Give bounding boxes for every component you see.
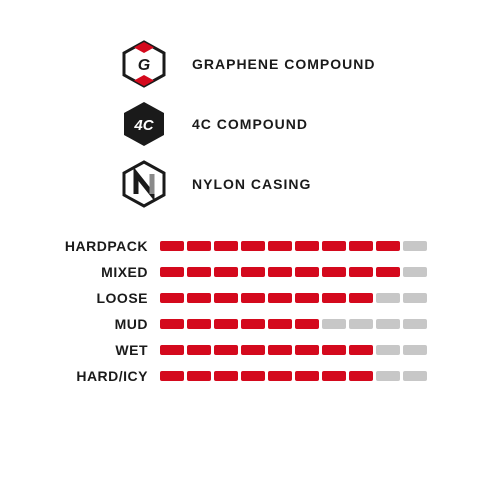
rating-label: MIXED bbox=[40, 264, 160, 280]
rating-row: MUD bbox=[40, 316, 460, 332]
rating-row: HARDPACK bbox=[40, 238, 460, 254]
svg-text:G: G bbox=[138, 57, 150, 74]
rating-segments bbox=[160, 267, 427, 277]
segment-empty bbox=[376, 345, 400, 355]
segment-empty bbox=[403, 345, 427, 355]
feature-list: G GRAPHENE COMPOUND 4C 4C COMPOUND NYLON… bbox=[120, 40, 460, 208]
feature-4c: 4C 4C COMPOUND bbox=[120, 100, 460, 148]
segment-filled bbox=[376, 267, 400, 277]
feature-label: GRAPHENE COMPOUND bbox=[192, 56, 375, 72]
rating-segments bbox=[160, 371, 427, 381]
segment-empty bbox=[322, 319, 346, 329]
segment-filled bbox=[187, 267, 211, 277]
segment-empty bbox=[403, 267, 427, 277]
segment-filled bbox=[322, 267, 346, 277]
terrain-ratings: HARDPACK MIXED LOOSE MUD WET HARD/ICY bbox=[40, 238, 460, 384]
segment-filled bbox=[160, 293, 184, 303]
feature-nylon: NYLON CASING bbox=[120, 160, 460, 208]
rating-label: LOOSE bbox=[40, 290, 160, 306]
segment-filled bbox=[268, 267, 292, 277]
feature-label: NYLON CASING bbox=[192, 176, 311, 192]
segment-filled bbox=[160, 371, 184, 381]
segment-filled bbox=[241, 345, 265, 355]
rating-label: WET bbox=[40, 342, 160, 358]
segment-filled bbox=[322, 345, 346, 355]
rating-label: HARD/ICY bbox=[40, 368, 160, 384]
segment-filled bbox=[268, 319, 292, 329]
segment-filled bbox=[295, 345, 319, 355]
graphene-compound-icon: G bbox=[120, 40, 168, 88]
segment-filled bbox=[214, 371, 238, 381]
segment-filled bbox=[268, 345, 292, 355]
segment-empty bbox=[403, 319, 427, 329]
segment-filled bbox=[214, 319, 238, 329]
rating-segments bbox=[160, 241, 427, 251]
segment-filled bbox=[187, 345, 211, 355]
segment-filled bbox=[241, 293, 265, 303]
segment-filled bbox=[160, 267, 184, 277]
segment-filled bbox=[349, 293, 373, 303]
segment-empty bbox=[376, 371, 400, 381]
4c-compound-icon: 4C bbox=[120, 100, 168, 148]
segment-filled bbox=[187, 241, 211, 251]
rating-row: WET bbox=[40, 342, 460, 358]
segment-filled bbox=[241, 371, 265, 381]
segment-filled bbox=[349, 371, 373, 381]
segment-filled bbox=[214, 293, 238, 303]
segment-filled bbox=[295, 241, 319, 251]
svg-text:4C: 4C bbox=[133, 117, 154, 134]
segment-filled bbox=[160, 241, 184, 251]
rating-label: MUD bbox=[40, 316, 160, 332]
segment-filled bbox=[322, 241, 346, 251]
segment-filled bbox=[187, 319, 211, 329]
feature-graphene: G GRAPHENE COMPOUND bbox=[120, 40, 460, 88]
segment-filled bbox=[376, 241, 400, 251]
nylon-casing-icon bbox=[120, 160, 168, 208]
segment-filled bbox=[322, 371, 346, 381]
segment-filled bbox=[322, 293, 346, 303]
segment-empty bbox=[376, 293, 400, 303]
feature-label: 4C COMPOUND bbox=[192, 116, 308, 132]
segment-filled bbox=[187, 293, 211, 303]
segment-filled bbox=[268, 293, 292, 303]
segment-filled bbox=[160, 319, 184, 329]
segment-filled bbox=[160, 345, 184, 355]
rating-segments bbox=[160, 319, 427, 329]
segment-empty bbox=[403, 293, 427, 303]
segment-filled bbox=[214, 267, 238, 277]
segment-empty bbox=[403, 371, 427, 381]
segment-filled bbox=[214, 241, 238, 251]
segment-filled bbox=[295, 371, 319, 381]
rating-label: HARDPACK bbox=[40, 238, 160, 254]
segment-filled bbox=[241, 267, 265, 277]
segment-empty bbox=[376, 319, 400, 329]
segment-filled bbox=[241, 241, 265, 251]
segment-filled bbox=[268, 241, 292, 251]
segment-filled bbox=[295, 267, 319, 277]
rating-segments bbox=[160, 345, 427, 355]
segment-empty bbox=[403, 241, 427, 251]
segment-filled bbox=[187, 371, 211, 381]
rating-row: HARD/ICY bbox=[40, 368, 460, 384]
segment-filled bbox=[295, 319, 319, 329]
segment-filled bbox=[349, 241, 373, 251]
segment-filled bbox=[268, 371, 292, 381]
segment-empty bbox=[349, 319, 373, 329]
rating-row: LOOSE bbox=[40, 290, 460, 306]
segment-filled bbox=[295, 293, 319, 303]
segment-filled bbox=[214, 345, 238, 355]
segment-filled bbox=[349, 345, 373, 355]
rating-segments bbox=[160, 293, 427, 303]
rating-row: MIXED bbox=[40, 264, 460, 280]
segment-filled bbox=[241, 319, 265, 329]
segment-filled bbox=[349, 267, 373, 277]
